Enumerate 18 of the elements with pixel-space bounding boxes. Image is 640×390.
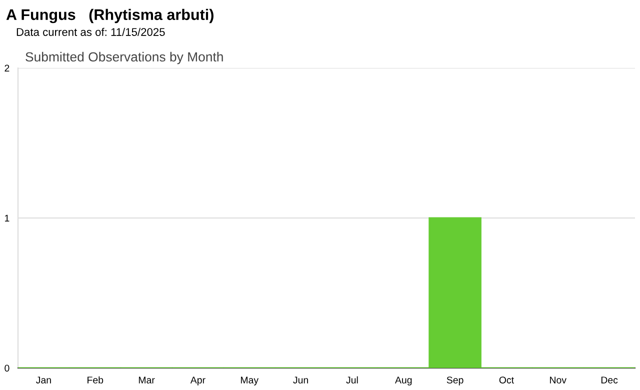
- x-tick-label: Nov: [550, 376, 566, 384]
- x-tick-label: Feb: [88, 376, 104, 384]
- x-tick-label: Aug: [394, 376, 412, 386]
- y-tick-label: 0: [4, 364, 10, 372]
- text: Submitted Observations by Month: [26, 52, 223, 64]
- x-tick-label: Jul: [346, 376, 358, 384]
- x-tick-label: May: [240, 376, 259, 386]
- x-tick-label: Sep: [446, 376, 464, 386]
- x-tick-label: Jun: [293, 376, 308, 384]
- x-tick-label: Jan: [36, 376, 51, 384]
- y-tick-label: 1: [5, 214, 10, 222]
- chart-subtitle: Data current as of: 11/15/2025: [16, 28, 165, 36]
- x-tick-label: Oct: [499, 376, 514, 384]
- x-tick-label: Apr: [190, 376, 206, 386]
- chart-title: A Fungus (Rhytisma arbuti): [6, 8, 214, 24]
- x-tick-label: Dec: [601, 376, 618, 384]
- y-tick-label: 2: [4, 64, 10, 72]
- x-tick-label: Mar: [138, 376, 155, 384]
